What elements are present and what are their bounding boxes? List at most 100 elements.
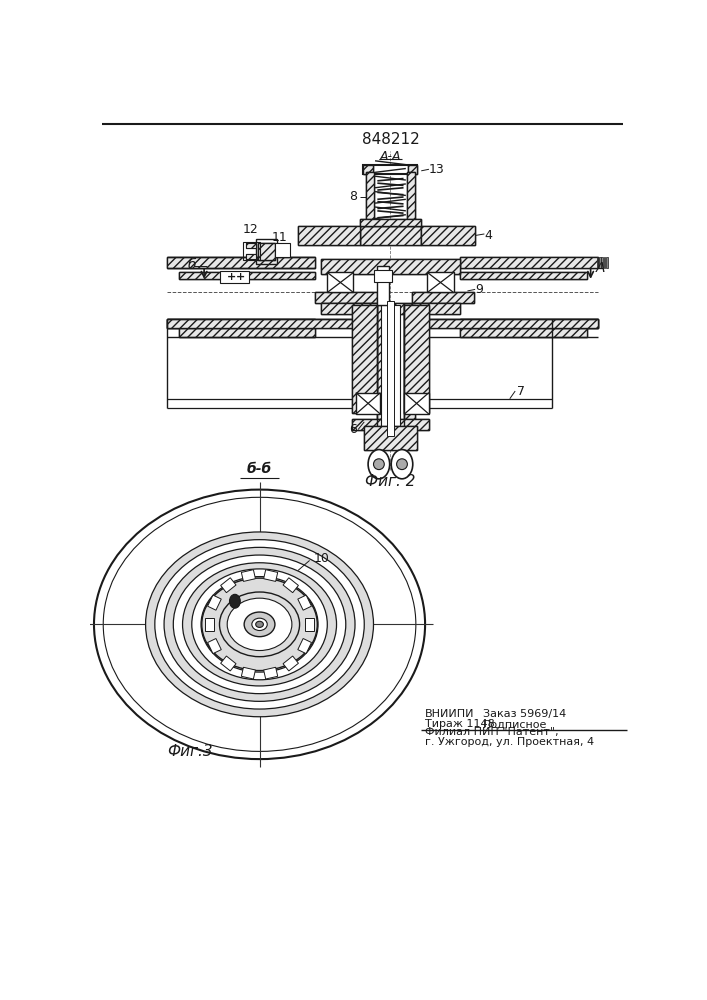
Bar xyxy=(404,305,429,413)
Bar xyxy=(167,319,315,328)
Ellipse shape xyxy=(227,598,292,651)
Ellipse shape xyxy=(155,540,364,709)
Bar xyxy=(421,226,475,245)
Bar xyxy=(246,254,257,259)
Bar xyxy=(352,419,429,430)
Bar xyxy=(179,272,315,279)
Text: г. Ужгород, ул. Проектная, 4: г. Ужгород, ул. Проектная, 4 xyxy=(425,737,594,747)
Bar xyxy=(599,257,601,268)
Text: 7: 7 xyxy=(518,385,525,398)
Ellipse shape xyxy=(252,618,267,631)
Text: Фиг. 2: Фиг. 2 xyxy=(366,474,416,489)
Bar xyxy=(298,595,312,610)
Bar xyxy=(408,165,417,174)
Ellipse shape xyxy=(219,592,300,657)
Bar xyxy=(412,292,474,303)
Text: +: + xyxy=(226,272,235,282)
Text: б-б: б-б xyxy=(247,462,272,476)
Bar xyxy=(428,319,598,328)
Ellipse shape xyxy=(244,612,275,637)
Bar xyxy=(246,243,257,248)
Bar xyxy=(460,257,598,268)
Text: 4: 4 xyxy=(484,229,492,242)
Text: +: + xyxy=(235,272,245,282)
Bar xyxy=(298,226,360,245)
Text: Заказ 5969/14: Заказ 5969/14 xyxy=(483,709,566,719)
Bar xyxy=(258,243,275,260)
Text: А-А: А-А xyxy=(380,150,401,163)
Bar xyxy=(363,165,417,174)
Bar xyxy=(460,328,587,337)
Bar xyxy=(404,305,415,428)
Bar xyxy=(241,570,255,581)
Bar xyxy=(360,219,421,226)
Bar xyxy=(460,319,598,328)
Ellipse shape xyxy=(146,532,373,717)
Bar xyxy=(421,226,475,245)
Bar xyxy=(364,426,416,450)
Bar xyxy=(360,219,421,226)
Bar xyxy=(373,270,392,282)
Bar xyxy=(460,272,587,279)
Bar xyxy=(360,226,421,245)
Bar xyxy=(321,259,460,274)
Bar xyxy=(275,243,291,257)
Bar xyxy=(377,266,389,305)
Bar xyxy=(387,301,394,436)
Ellipse shape xyxy=(391,450,413,479)
Bar xyxy=(377,305,387,428)
Bar xyxy=(167,319,315,328)
Bar xyxy=(264,667,278,679)
Bar xyxy=(241,667,255,679)
Bar xyxy=(408,165,417,174)
Text: Подписное: Подписное xyxy=(483,719,547,729)
Circle shape xyxy=(373,459,385,470)
Bar xyxy=(208,595,221,610)
Text: б: б xyxy=(188,258,197,272)
Bar xyxy=(283,656,298,671)
Text: A: A xyxy=(595,261,604,275)
Ellipse shape xyxy=(201,578,317,671)
Bar xyxy=(604,257,605,268)
Bar xyxy=(283,578,298,593)
Bar xyxy=(321,303,460,314)
Bar xyxy=(404,305,415,428)
Bar xyxy=(404,393,429,414)
Text: Филиал ПИП "Патент",: Филиал ПИП "Патент", xyxy=(425,727,559,737)
Bar xyxy=(258,243,275,260)
Bar xyxy=(460,257,598,268)
Ellipse shape xyxy=(94,490,425,759)
Bar xyxy=(404,305,429,413)
Bar xyxy=(298,226,360,245)
Bar xyxy=(246,254,257,259)
Text: 10: 10 xyxy=(313,552,329,565)
Bar xyxy=(352,305,377,413)
Ellipse shape xyxy=(164,547,355,701)
Text: 848212: 848212 xyxy=(361,132,419,147)
Bar xyxy=(243,242,259,260)
Ellipse shape xyxy=(182,563,337,686)
Bar xyxy=(221,578,236,593)
Ellipse shape xyxy=(192,569,327,680)
Text: 8: 8 xyxy=(349,190,357,204)
Bar xyxy=(221,656,236,671)
Ellipse shape xyxy=(230,594,240,608)
Bar xyxy=(381,305,399,428)
Bar xyxy=(412,292,474,303)
Ellipse shape xyxy=(256,621,264,627)
Bar xyxy=(360,226,421,245)
Bar xyxy=(305,618,314,631)
Ellipse shape xyxy=(173,555,346,694)
Text: 9: 9 xyxy=(475,283,483,296)
Bar xyxy=(407,172,415,220)
Text: 12: 12 xyxy=(243,223,258,236)
Bar xyxy=(167,319,354,328)
Bar xyxy=(327,272,354,292)
Text: Фиг.3: Фиг.3 xyxy=(168,744,213,759)
Bar xyxy=(460,319,598,328)
Bar xyxy=(377,305,387,428)
Bar xyxy=(428,272,454,292)
Bar xyxy=(208,639,221,654)
Bar xyxy=(363,165,373,174)
Bar xyxy=(352,305,377,413)
